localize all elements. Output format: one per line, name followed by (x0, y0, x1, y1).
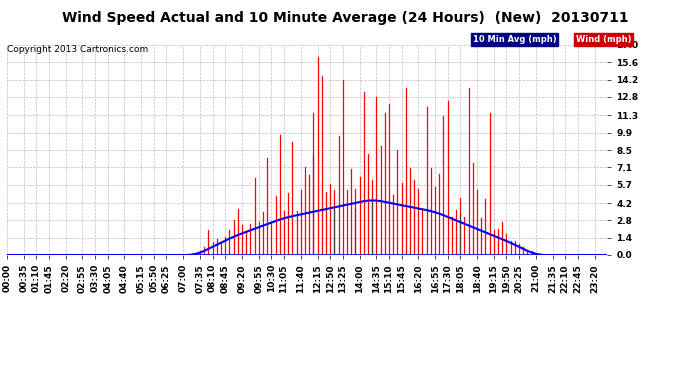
Text: Wind (mph): Wind (mph) (576, 35, 631, 44)
Text: 10 Min Avg (mph): 10 Min Avg (mph) (473, 35, 556, 44)
Text: Copyright 2013 Cartronics.com: Copyright 2013 Cartronics.com (7, 45, 148, 54)
Text: Wind Speed Actual and 10 Minute Average (24 Hours)  (New)  20130711: Wind Speed Actual and 10 Minute Average … (61, 11, 629, 25)
